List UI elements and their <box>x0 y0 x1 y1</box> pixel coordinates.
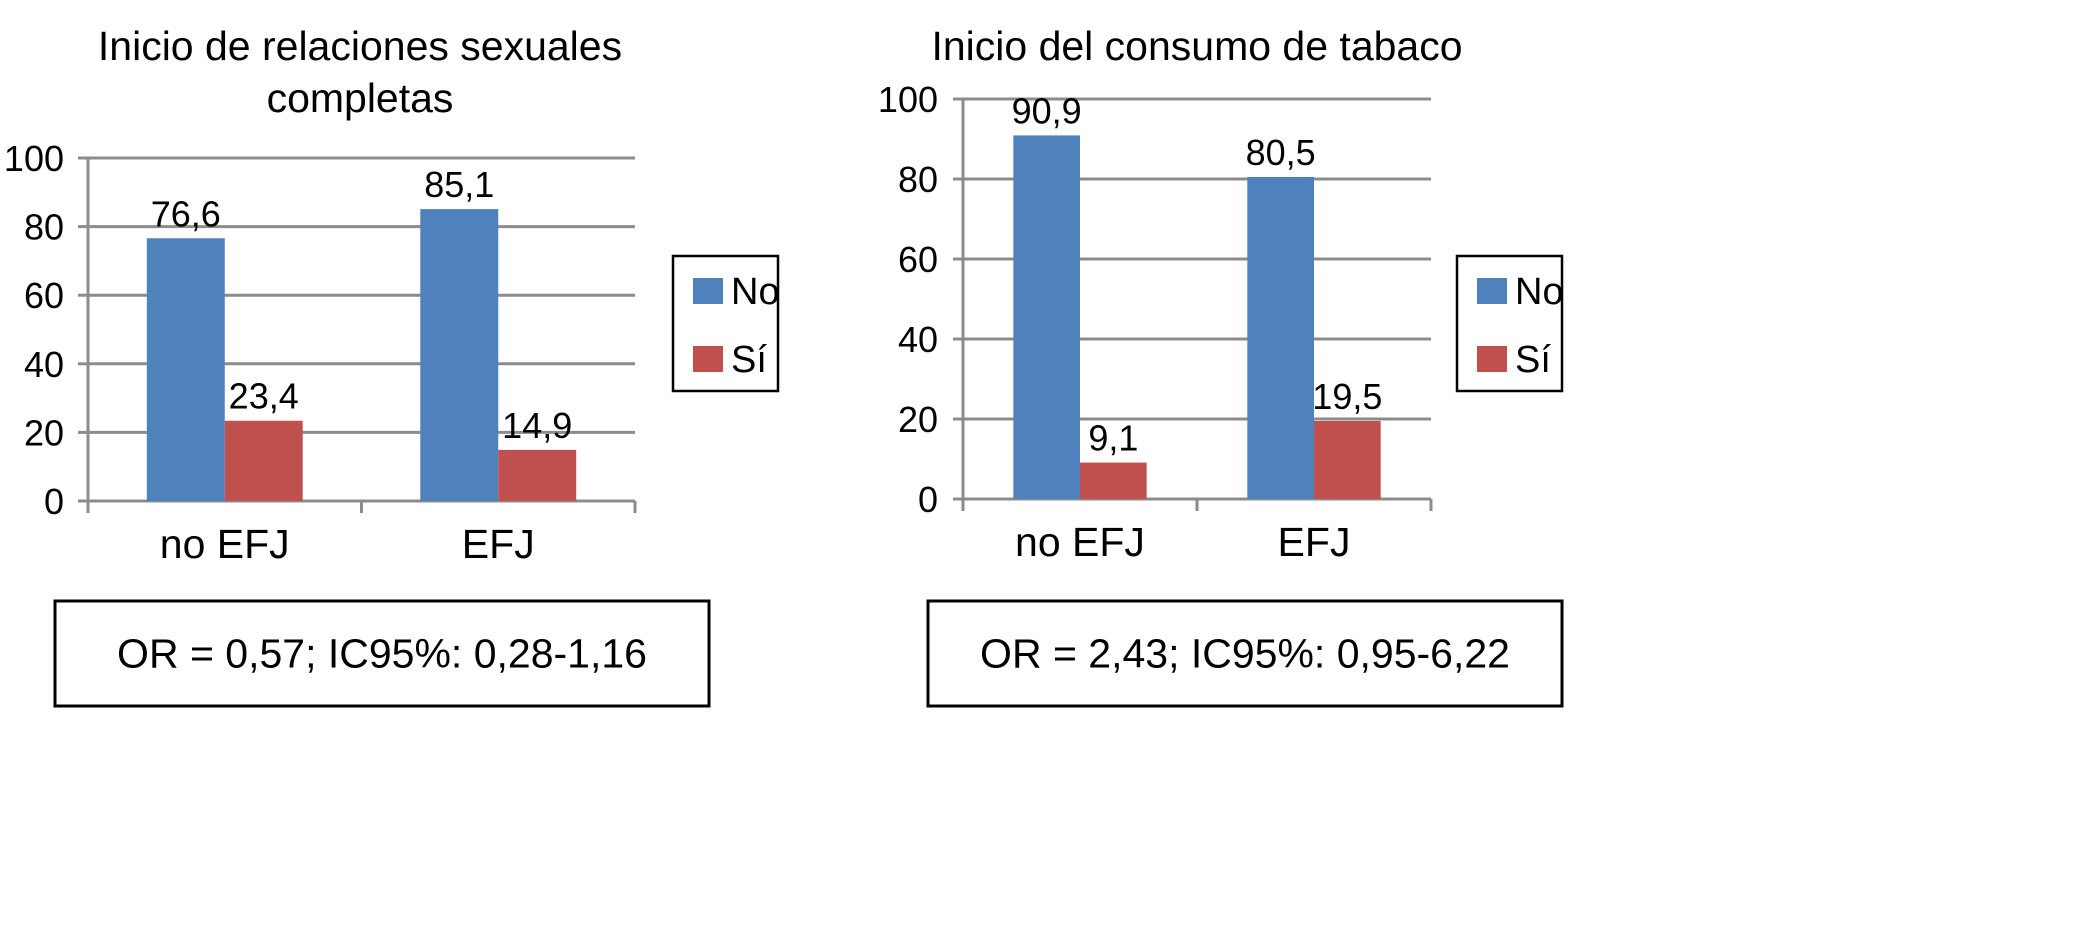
odds-ratio-box <box>926 599 1564 708</box>
legend-label: Sí <box>1515 339 1551 381</box>
y-tick-label: 100 <box>878 79 938 120</box>
x-tick-label: EFJ <box>462 521 535 567</box>
y-tick-label: 20 <box>898 399 938 440</box>
bar-no-0 <box>1013 135 1080 499</box>
chart-title: completas <box>267 75 454 121</box>
x-tick-label: no EFJ <box>160 521 290 567</box>
bar-si-0 <box>1080 462 1147 499</box>
y-tick-label: 40 <box>24 344 64 385</box>
y-tick-label: 80 <box>24 207 64 248</box>
legend-swatch-no <box>693 278 723 304</box>
legend-label: No <box>731 271 780 313</box>
y-tick-label: 0 <box>44 481 64 522</box>
legend-label: Sí <box>731 339 767 381</box>
y-tick-label: 100 <box>4 138 64 179</box>
x-tick-label: no EFJ <box>1015 519 1145 565</box>
odds-ratio-box <box>53 599 711 708</box>
x-tick-label: EFJ <box>1278 519 1351 565</box>
bar-no-0 <box>146 238 225 501</box>
y-tick-label: 60 <box>898 239 938 280</box>
odds-ratio-text: OR = 2,43; IC95%: 0,95-6,22 <box>980 631 1510 677</box>
data-label: 23,4 <box>229 376 299 417</box>
y-tick-label: 20 <box>24 412 64 453</box>
data-label: 85,1 <box>424 164 494 205</box>
bar-no-1 <box>1247 177 1314 499</box>
legend-swatch-si <box>1477 346 1507 372</box>
data-label: 19,5 <box>1312 376 1382 417</box>
legend-swatch-no <box>1477 278 1507 304</box>
legend-box <box>671 254 780 393</box>
odds-ratio-text: OR = 0,57; IC95%: 0,28-1,16 <box>117 631 647 677</box>
y-tick-label: 0 <box>918 479 938 520</box>
legend-label: No <box>1515 271 1564 313</box>
bar-no-1 <box>420 209 499 501</box>
bar-si-1 <box>498 449 577 501</box>
bar-si-0 <box>224 420 303 501</box>
data-label: 76,6 <box>151 193 221 234</box>
data-label: 14,9 <box>502 405 572 446</box>
legend-swatch-si <box>693 346 723 372</box>
y-tick-label: 60 <box>24 275 64 316</box>
y-tick-label: 40 <box>898 319 938 360</box>
chart-title: Inicio del consumo de tabaco <box>931 23 1462 69</box>
data-label: 9,1 <box>1088 418 1138 459</box>
legend-box <box>1455 254 1564 393</box>
bar-si-1 <box>1314 421 1381 499</box>
data-label: 80,5 <box>1246 132 1316 173</box>
data-label: 90,9 <box>1012 90 1082 131</box>
chart-title: Inicio de relaciones sexuales <box>98 23 622 69</box>
y-tick-label: 80 <box>898 159 938 200</box>
